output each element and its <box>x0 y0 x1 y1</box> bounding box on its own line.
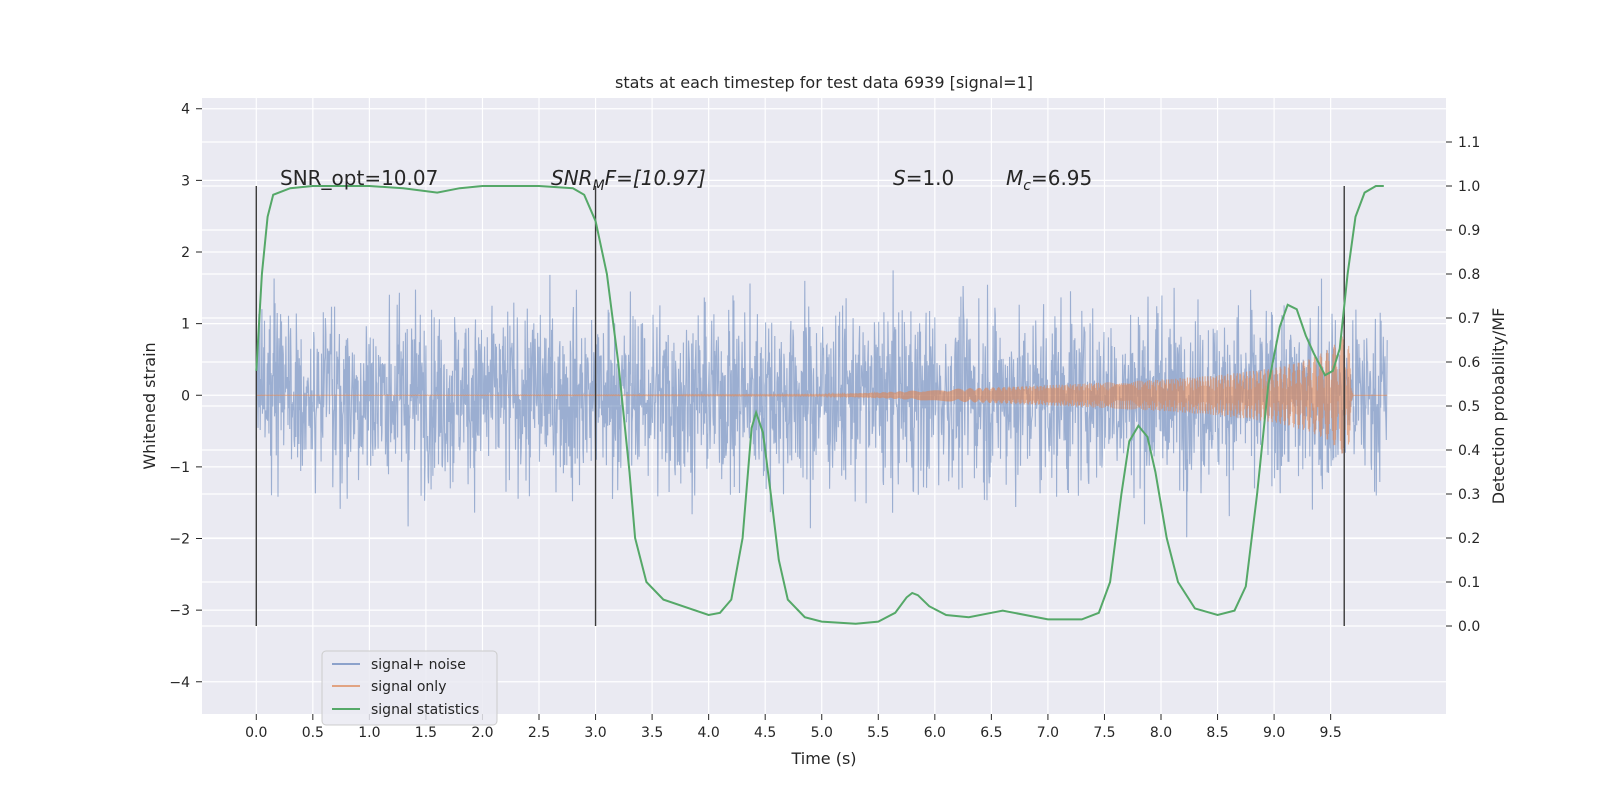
y2-tick-label: 0.2 <box>1458 531 1480 547</box>
series-signal-statistics <box>255 185 1384 625</box>
x-tick-label: 3.0 <box>584 725 606 741</box>
signal-plus-noise-line <box>255 270 1388 538</box>
legend-label-signal-plus-noise: signal+ noise <box>371 657 466 673</box>
y-tick-label: −2 <box>169 532 190 548</box>
y2-tick-label: 0.1 <box>1458 575 1480 591</box>
x-tick-label: 1.0 <box>358 725 380 741</box>
y-tick-label: 3 <box>181 173 190 189</box>
x-tick-label: 9.5 <box>1320 725 1342 741</box>
y-tick-label: −3 <box>169 603 190 619</box>
annotation-snr-opt: SNR_opt=10.07 <box>280 166 438 190</box>
legend-label-signal-only: signal only <box>371 679 446 695</box>
x-tick-label: 9.0 <box>1263 725 1285 741</box>
x-tick-label: 5.5 <box>867 725 889 741</box>
y-tick-label: −4 <box>169 675 190 691</box>
legend-label-signal-statistics: signal statistics <box>371 702 479 718</box>
y2-tick-label: 0.8 <box>1458 267 1480 283</box>
x-tick-label: 8.5 <box>1206 725 1228 741</box>
x-axis-label: Time (s) <box>790 749 856 768</box>
axis-layer: 0.0 0.5 1.0 1.5 2.0 2.5 3.0 3.5 4.0 4.5 5.0 5.5 6.0 6… <box>169 102 1480 741</box>
annotation-mc-symbol: M <box>1006 166 1023 190</box>
y2-tick-label: 0.6 <box>1458 355 1480 371</box>
annotation-s-symbol: S <box>893 166 906 190</box>
annotation-snr-mf-value: F=[10.97] <box>605 166 706 190</box>
x-tick-label: 8.0 <box>1150 725 1172 741</box>
annotation-mc-value: =6.95 <box>1031 166 1092 190</box>
vertical-markers <box>255 186 1345 626</box>
y2-tick-label: 1.0 <box>1458 179 1480 195</box>
x-tick-label: 7.0 <box>1037 725 1059 741</box>
x-tick-label: 7.5 <box>1093 725 1115 741</box>
legend: signal+ noise signal only signal statist… <box>321 650 498 726</box>
annotation-snr-mf: SNRMF=[10.97] <box>551 166 706 194</box>
y2-tick-label: 0.5 <box>1458 399 1480 415</box>
chart-title: stats at each timestep for test data 693… <box>615 73 1033 92</box>
x-tick-label: 0.5 <box>302 725 324 741</box>
y-tick-label: 4 <box>181 102 190 118</box>
signal-only-line <box>256 336 1388 454</box>
y2-tick-label: 1.1 <box>1458 135 1480 151</box>
y2-tick-label: 0.4 <box>1458 443 1480 459</box>
x-tick-label: 6.5 <box>980 725 1002 741</box>
x-tick-label: 5.0 <box>811 725 833 741</box>
annotation-snr-mf-symbol: SNR <box>551 166 593 190</box>
x-tick-label: 3.5 <box>641 725 663 741</box>
y2-tick-label: 0.0 <box>1458 619 1480 635</box>
x-tick-label: 1.5 <box>415 725 437 741</box>
y-axis-label: Whitened strain <box>140 342 159 469</box>
y-tick-label: 1 <box>181 317 190 333</box>
annotation-snr-mf-subscript: M <box>593 178 605 194</box>
signal-statistics-line <box>255 185 1384 625</box>
y2-axis-label: Detection probability/MF <box>1489 308 1508 505</box>
y2-tick-label: 0.9 <box>1458 223 1480 239</box>
x-tick-label: 4.0 <box>698 725 720 741</box>
annotation-mc: Mc=6.95 <box>1006 166 1092 194</box>
x-tick-label: 0.0 <box>245 725 267 741</box>
series-signal-only <box>256 336 1388 454</box>
y2-tick-label: 0.7 <box>1458 311 1480 327</box>
annotation-s-value: =1.0 <box>906 166 955 190</box>
x-tick-label: 2.0 <box>471 725 493 741</box>
annotation-s: S=1.0 <box>893 166 954 190</box>
x-tick-label: 4.5 <box>754 725 776 741</box>
y-tick-label: −1 <box>169 460 190 476</box>
y-tick-label: 0 <box>181 388 190 404</box>
x-tick-label: 2.5 <box>528 725 550 741</box>
x-tick-label: 6.0 <box>924 725 946 741</box>
y-tick-label: 2 <box>181 245 190 261</box>
annotation-mc-subscript: c <box>1023 178 1031 194</box>
y2-tick-label: 0.3 <box>1458 487 1480 503</box>
legend-box <box>321 650 498 726</box>
series-signal-plus-noise <box>255 270 1388 538</box>
